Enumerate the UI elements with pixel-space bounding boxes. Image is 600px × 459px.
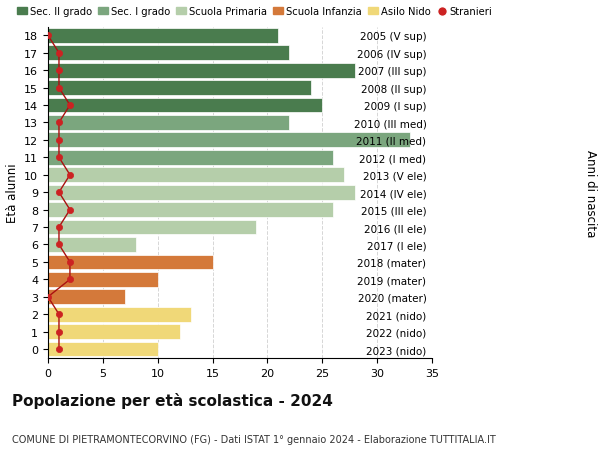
Y-axis label: Età alunni: Età alunni <box>5 163 19 223</box>
Bar <box>48 46 289 61</box>
Text: Popolazione per età scolastica - 2024: Popolazione per età scolastica - 2024 <box>12 392 333 409</box>
Text: COMUNE DI PIETRAMONTECORVINO (FG) - Dati ISTAT 1° gennaio 2024 - Elaborazione TU: COMUNE DI PIETRAMONTECORVINO (FG) - Dati… <box>12 434 496 444</box>
Bar <box>48 29 278 44</box>
Bar <box>48 64 355 78</box>
Bar <box>48 116 289 131</box>
Bar <box>48 185 355 200</box>
Bar <box>48 98 322 113</box>
Bar <box>48 255 212 270</box>
Bar <box>48 290 125 304</box>
Bar <box>48 203 333 218</box>
Bar <box>48 133 410 148</box>
Text: Anni di nascita: Anni di nascita <box>584 149 597 236</box>
Bar <box>48 272 158 287</box>
Bar <box>48 238 136 252</box>
Bar <box>48 307 191 322</box>
Bar <box>48 342 158 357</box>
Legend: Sec. II grado, Sec. I grado, Scuola Primaria, Scuola Infanzia, Asilo Nido, Stran: Sec. II grado, Sec. I grado, Scuola Prim… <box>17 7 493 17</box>
Bar <box>48 325 179 339</box>
Bar <box>48 151 333 165</box>
Bar <box>48 168 344 183</box>
Bar <box>48 220 256 235</box>
Bar <box>48 81 311 96</box>
